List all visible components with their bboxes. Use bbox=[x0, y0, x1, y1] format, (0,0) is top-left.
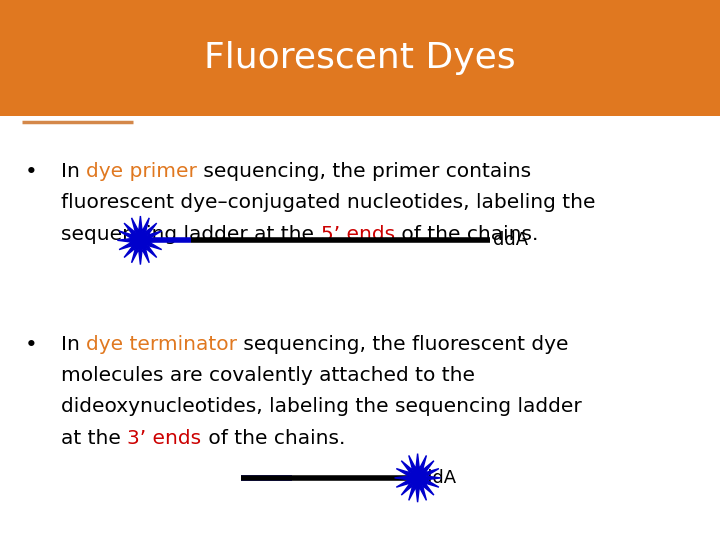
Text: dye terminator: dye terminator bbox=[86, 335, 238, 354]
Text: sequencing, the fluorescent dye: sequencing, the fluorescent dye bbox=[238, 335, 569, 354]
Text: Fluorescent Dyes: Fluorescent Dyes bbox=[204, 41, 516, 75]
Text: 5’ ends: 5’ ends bbox=[320, 225, 395, 244]
Text: of the chains.: of the chains. bbox=[202, 429, 345, 448]
Text: at the: at the bbox=[61, 429, 127, 448]
Polygon shape bbox=[395, 454, 441, 502]
Text: In: In bbox=[61, 162, 86, 181]
Text: dye primer: dye primer bbox=[86, 162, 197, 181]
Text: ddA: ddA bbox=[421, 469, 456, 487]
Text: molecules are covalently attached to the: molecules are covalently attached to the bbox=[61, 366, 475, 385]
Text: In: In bbox=[61, 335, 86, 354]
Text: fluorescent dye–conjugated nucleotides, labeling the: fluorescent dye–conjugated nucleotides, … bbox=[61, 193, 595, 212]
Text: sequencing ladder at the: sequencing ladder at the bbox=[61, 225, 320, 244]
Text: 3’ ends: 3’ ends bbox=[127, 429, 202, 448]
Text: •: • bbox=[25, 162, 38, 182]
Text: •: • bbox=[25, 335, 38, 355]
Text: dideoxynucleotides, labeling the sequencing ladder: dideoxynucleotides, labeling the sequenc… bbox=[61, 397, 582, 416]
Text: ddA: ddA bbox=[493, 231, 528, 249]
Polygon shape bbox=[117, 216, 163, 265]
Text: sequencing, the primer contains: sequencing, the primer contains bbox=[197, 162, 531, 181]
Text: of the chains.: of the chains. bbox=[395, 225, 538, 244]
FancyBboxPatch shape bbox=[0, 0, 720, 116]
